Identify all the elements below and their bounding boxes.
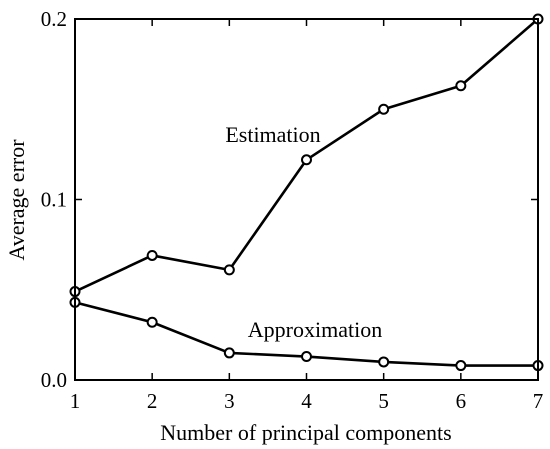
x-tick-label: 2 [147, 389, 158, 413]
estimation-annotation: Estimation [225, 122, 320, 147]
approximation-annotation: Approximation [248, 317, 382, 342]
x-tick-label: 5 [378, 389, 389, 413]
y-tick-label: 0.2 [41, 7, 67, 31]
data-point-1 [301, 351, 312, 363]
y-axis-label: Average error [4, 139, 29, 261]
data-point-0 [455, 80, 467, 92]
data-point-1 [455, 360, 467, 372]
data-point-0 [378, 103, 390, 115]
y-tick-label: 0.0 [41, 368, 67, 392]
y-tick-label: 0.1 [41, 188, 67, 212]
x-tick-label: 7 [533, 389, 544, 413]
data-point-0 [223, 264, 235, 276]
data-point-1 [223, 347, 235, 359]
plot-frame [74, 18, 539, 381]
data-point-1 [146, 316, 158, 328]
tick-labels: 1 2 3 4 5 6 7 0.0 0.1 0.2 [41, 7, 544, 413]
x-tick-label: 6 [456, 389, 467, 413]
data-point-0 [146, 249, 158, 261]
x-tick-label: 3 [224, 389, 235, 413]
x-axis-label: Number of principal components [160, 420, 451, 445]
series-group [69, 13, 544, 372]
x-tick-label: 4 [301, 389, 312, 413]
data-point-0 [301, 154, 312, 166]
x-tick-label: 1 [70, 389, 81, 413]
data-point-1 [378, 356, 390, 368]
